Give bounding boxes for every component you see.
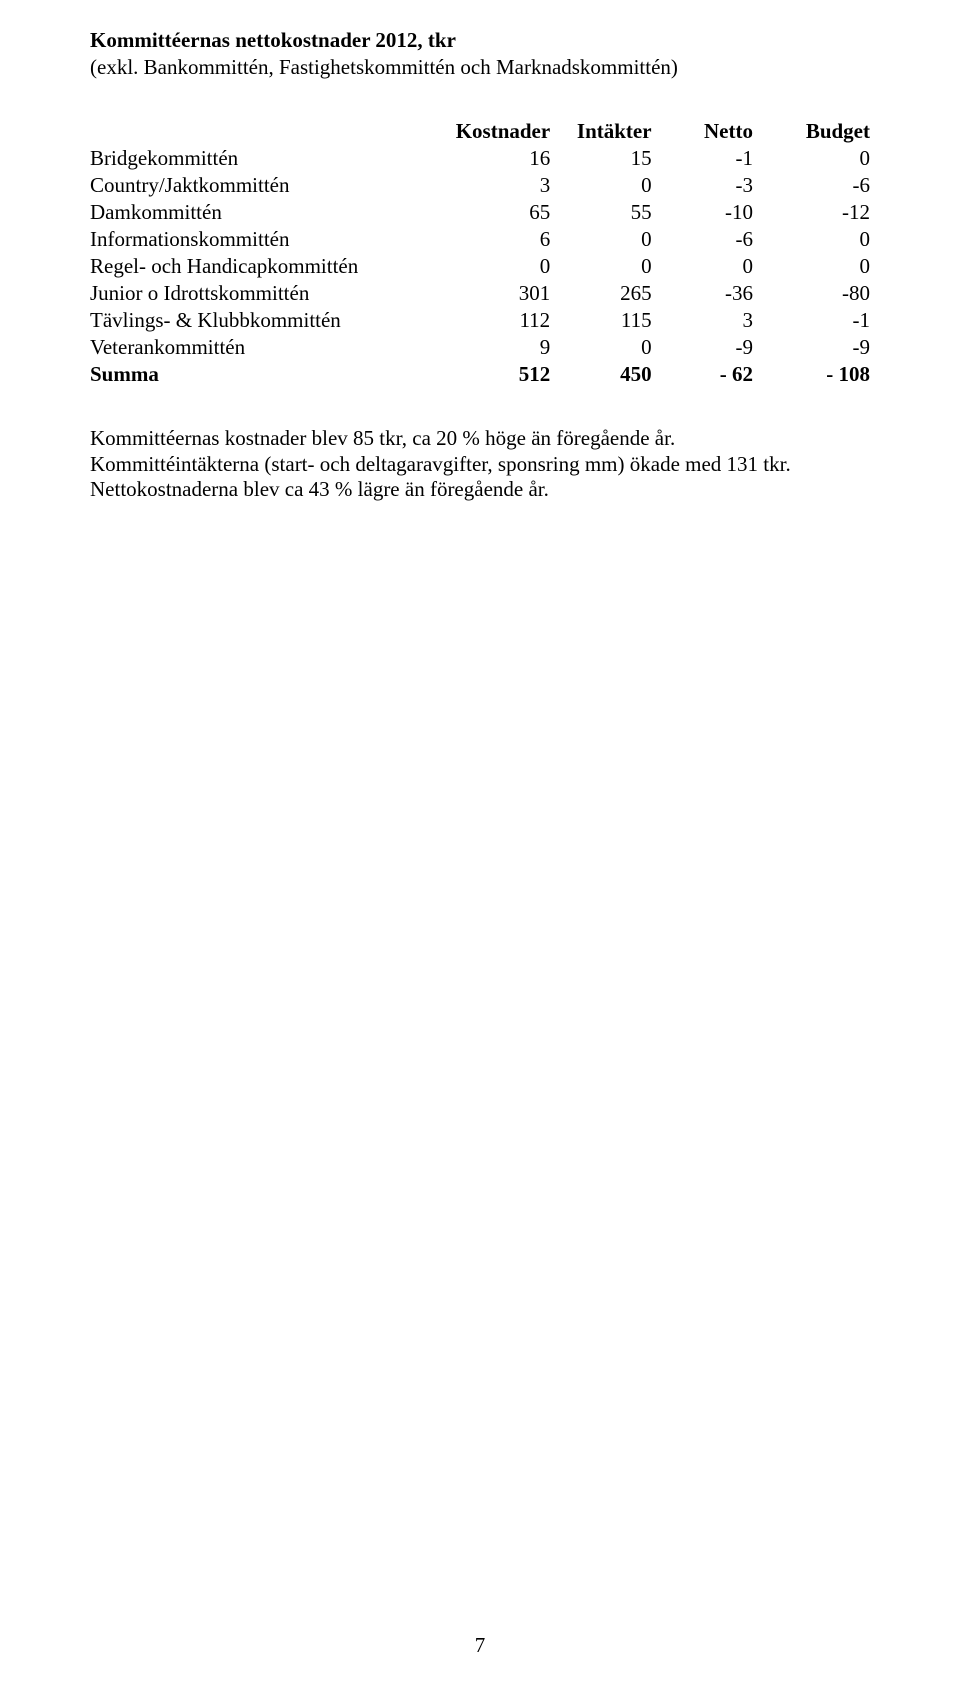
cell: 115 [550,307,651,334]
summary-cell: - 108 [753,361,870,388]
table-row: Junior o Idrottskommittén 301 265 -36 -8… [90,280,870,307]
cell: 3 [433,172,550,199]
table-header-row: Kostnader Intäkter Netto Budget [90,118,870,145]
row-label: Tävlings- & Klubbkommittén [90,307,433,334]
summary-cell: - 62 [652,361,753,388]
table-row: Bridgekommittén 16 15 -1 0 [90,145,870,172]
cell: 65 [433,199,550,226]
row-label: Informationskommittén [90,226,433,253]
header-netto: Netto [652,118,753,145]
footer-paragraph: Kommittéernas kostnader blev 85 tkr, ca … [90,426,870,503]
paragraph-line: Nettokostnaderna blev ca 43 % lägre än f… [90,477,549,501]
row-label: Regel- och Handicapkommittén [90,253,433,280]
paragraph-line: Kommittéernas kostnader blev 85 tkr, ca … [90,426,675,450]
cell: 3 [652,307,753,334]
summary-cell: 450 [550,361,651,388]
cell: 6 [433,226,550,253]
row-label: Country/Jaktkommittén [90,172,433,199]
document-page: Kommittéernas nettokostnader 2012, tkr (… [0,0,960,1682]
cell: -9 [753,334,870,361]
page-title: Kommittéernas nettokostnader 2012, tkr [90,28,870,53]
spacer [90,388,870,426]
row-label: Veterankommittén [90,334,433,361]
cell: 0 [433,253,550,280]
page-subtitle: (exkl. Bankommittén, Fastighetskommittén… [90,55,870,80]
row-label: Damkommittén [90,199,433,226]
cell: 0 [753,226,870,253]
cell: 0 [652,253,753,280]
table-row: Regel- och Handicapkommittén 0 0 0 0 [90,253,870,280]
header-budget: Budget [753,118,870,145]
cell: -10 [652,199,753,226]
table-body: Bridgekommittén 16 15 -1 0 Country/Jaktk… [90,145,870,388]
table-summary-row: Summa 512 450 - 62 - 108 [90,361,870,388]
cell: -6 [753,172,870,199]
cell: -1 [652,145,753,172]
cell: 0 [550,226,651,253]
table-row: Informationskommittén 6 0 -6 0 [90,226,870,253]
header-intakter: Intäkter [550,118,651,145]
cell: -3 [652,172,753,199]
cell: 9 [433,334,550,361]
cell: 0 [753,145,870,172]
cell: 0 [550,334,651,361]
table-row: Country/Jaktkommittén 3 0 -3 -6 [90,172,870,199]
cell: 112 [433,307,550,334]
cell: 16 [433,145,550,172]
header-kostnader: Kostnader [433,118,550,145]
table-row: Damkommittén 65 55 -10 -12 [90,199,870,226]
table-row: Tävlings- & Klubbkommittén 112 115 3 -1 [90,307,870,334]
committees-table: Kostnader Intäkter Netto Budget Bridgeko… [90,118,870,388]
cell: 55 [550,199,651,226]
cell: -36 [652,280,753,307]
cell: 265 [550,280,651,307]
page-number: 7 [0,1633,960,1658]
row-label: Bridgekommittén [90,145,433,172]
cell: -12 [753,199,870,226]
paragraph-line: Kommittéintäkterna (start- och deltagara… [90,452,791,476]
cell: 0 [550,253,651,280]
cell: 301 [433,280,550,307]
summary-cell: 512 [433,361,550,388]
cell: -9 [652,334,753,361]
cell: -1 [753,307,870,334]
cell: -80 [753,280,870,307]
table-row: Veterankommittén 9 0 -9 -9 [90,334,870,361]
row-label: Junior o Idrottskommittén [90,280,433,307]
cell: 15 [550,145,651,172]
cell: 0 [753,253,870,280]
header-empty [90,118,433,145]
summary-label: Summa [90,361,433,388]
cell: -6 [652,226,753,253]
cell: 0 [550,172,651,199]
